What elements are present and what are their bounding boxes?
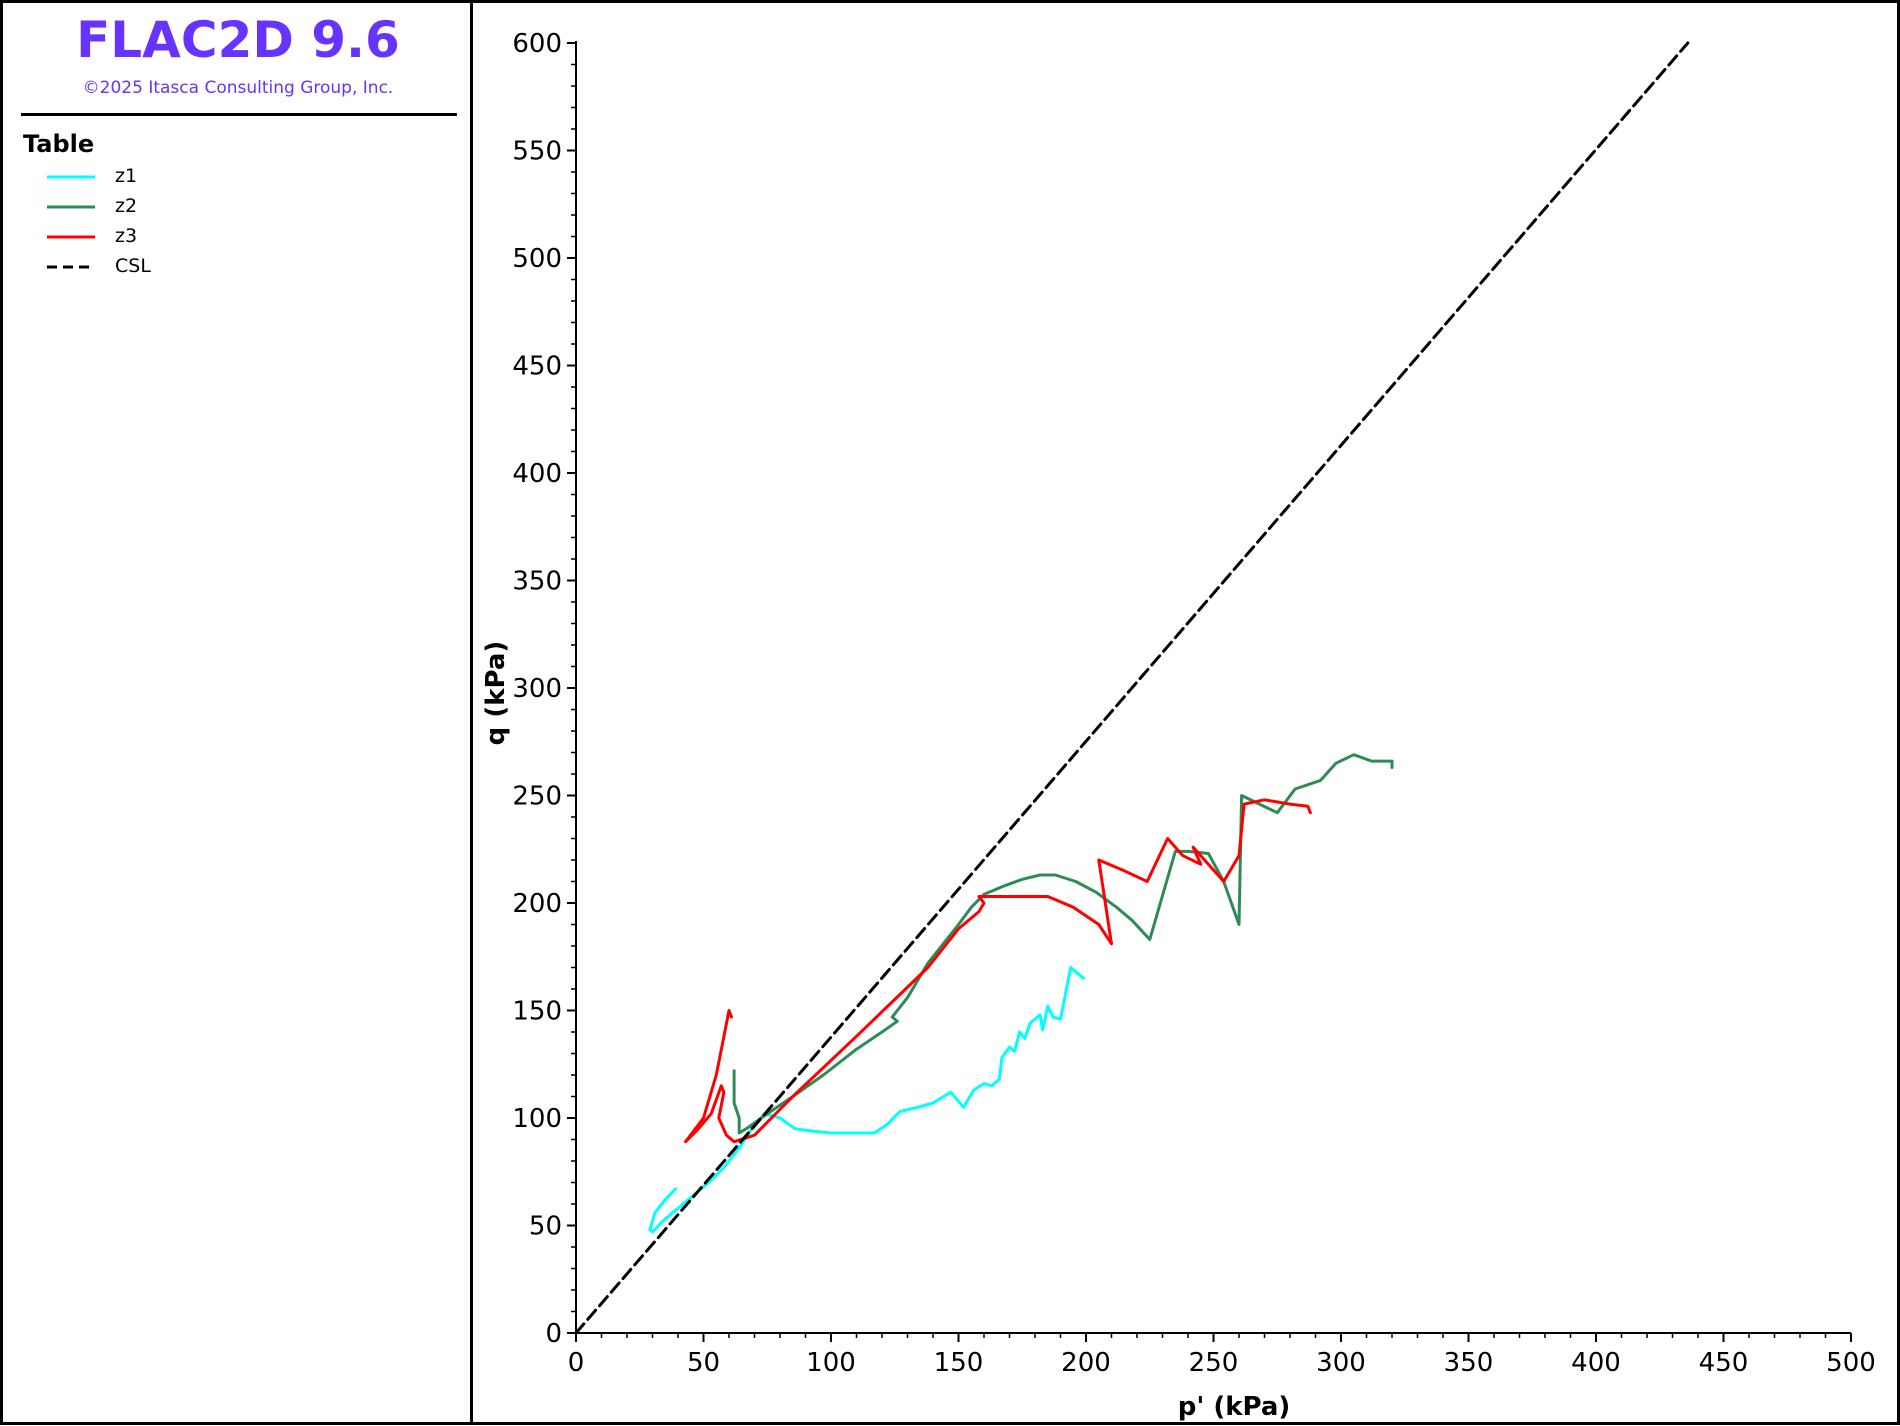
legend-title: Table [23,130,95,158]
x-tick-label: 150 [934,1348,984,1378]
legend-item-z1[interactable]: z1 [43,163,343,191]
axes-group: 0 50 100 150 200 250 300 350 400 450 500 550 600 0 50 1… [512,29,1875,1378]
y-tick-label: 0 [545,1319,562,1349]
x-axis-label: p' (kPa) [1178,1392,1291,1422]
x-tick-label: 50 [687,1348,720,1378]
y-tick-label: 600 [512,29,562,59]
x-tick-label: 200 [1061,1348,1111,1378]
series-line-z3 [684,798,1312,1144]
y-tick-label: 50 [529,1212,562,1242]
legend-swatch-z1 [47,175,95,179]
app-title: FLAC2D 9.6 [76,11,400,69]
axis-labels-group: p' (kPa) q (kPa) [481,641,1290,1422]
y-tick-label: 300 [512,674,562,704]
legend-swatch-z3 [47,235,95,239]
legend-label-z1: z1 [115,165,138,187]
y-tick-label: 350 [512,567,562,597]
y-axis-label: q (kPa) [481,641,511,746]
legend-label-z3: z3 [115,225,138,247]
plot-area: 0 50 100 150 200 250 300 350 400 450 500 550 600 0 50 1… [476,3,1897,1422]
legend-item-csl[interactable]: CSL [43,253,343,281]
series-group [574,41,1690,1335]
x-tick-label: 300 [1316,1348,1366,1378]
x-tick-label: 450 [1699,1348,1749,1378]
legend-swatch-z2 [47,205,95,209]
app-copyright: ©2025 Itasca Consulting Group, Inc. [82,78,394,98]
legend-label-z2: z2 [115,195,138,217]
legend-label-csl: CSL [115,255,151,277]
y-tick-label: 450 [512,352,562,382]
series-line-csl [574,41,1690,1335]
x-tick-label: 250 [1189,1348,1239,1378]
y-tick-label: 100 [512,1104,562,1134]
x-tick-label: 350 [1444,1348,1494,1378]
series-line-z2 [732,753,1394,1135]
legend-item-z2[interactable]: z2 [43,193,343,221]
legend-item-z3[interactable]: z3 [43,223,343,251]
y-tick-label: 400 [512,459,562,489]
chart-svg: 0 50 100 150 200 250 300 350 400 450 500 550 600 0 50 1… [481,29,1876,1422]
x-tick-label: 400 [1571,1348,1621,1378]
x-tick-label: 100 [806,1348,856,1378]
y-tick-label: 500 [512,244,562,274]
title-divider [21,113,457,116]
legend-swatch-csl [47,265,95,269]
x-tick-label: 500 [1826,1348,1876,1378]
y-tick-label: 150 [512,997,562,1027]
y-tick-label: 250 [512,782,562,812]
y-tick-label: 200 [512,889,562,919]
legend-panel: FLAC2D 9.6 ©2025 Itasca Consulting Group… [3,3,473,1422]
y-tick-label: 550 [512,137,562,167]
x-tick-label: 0 [568,1348,585,1378]
